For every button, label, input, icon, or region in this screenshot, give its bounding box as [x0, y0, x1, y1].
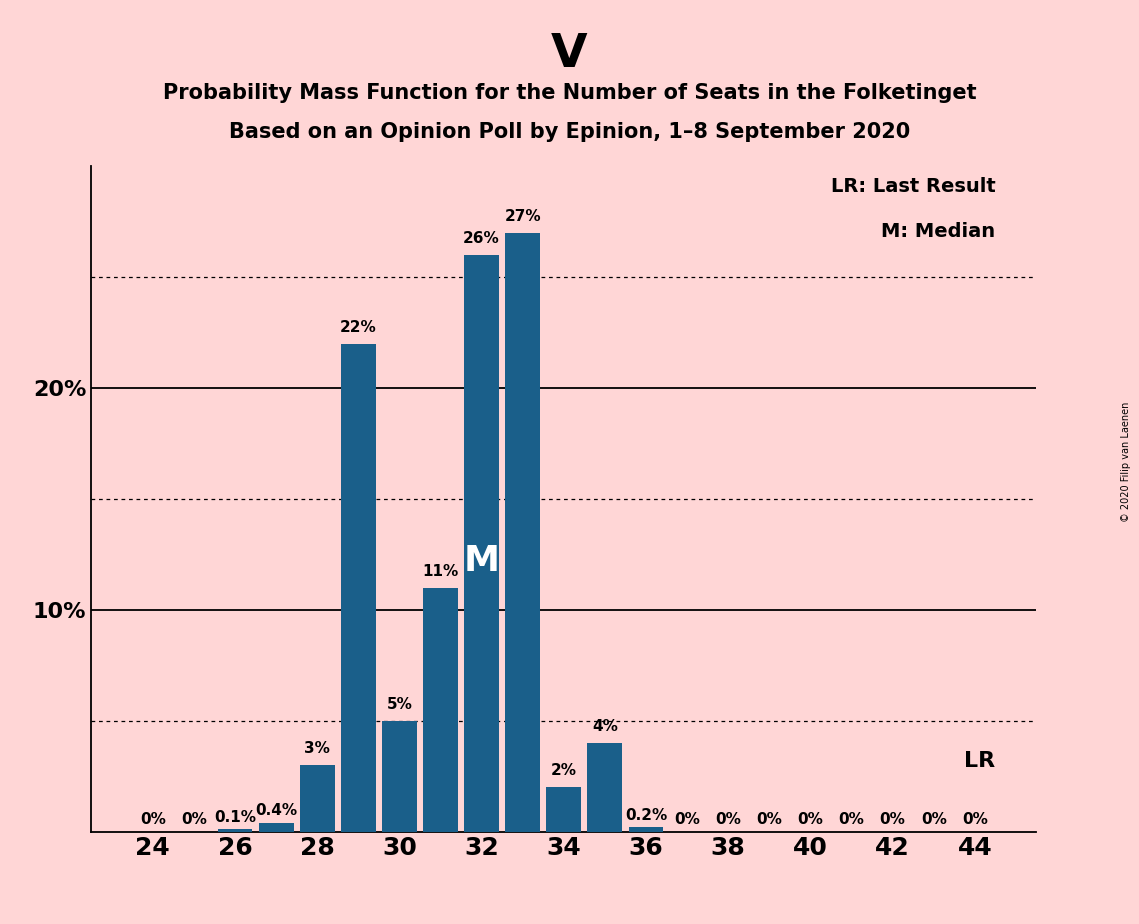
Text: Based on an Opinion Poll by Epinion, 1–8 September 2020: Based on an Opinion Poll by Epinion, 1–8…: [229, 122, 910, 142]
Bar: [588, 743, 622, 832]
Text: © 2020 Filip van Laenen: © 2020 Filip van Laenen: [1121, 402, 1131, 522]
Bar: [259, 822, 294, 832]
Text: 0%: 0%: [920, 812, 947, 827]
Text: 0%: 0%: [838, 812, 865, 827]
Bar: [423, 588, 458, 832]
Bar: [506, 233, 540, 832]
Text: Probability Mass Function for the Number of Seats in the Folketinget: Probability Mass Function for the Number…: [163, 83, 976, 103]
Bar: [629, 827, 664, 832]
Text: V: V: [551, 32, 588, 78]
Bar: [218, 830, 253, 832]
Bar: [547, 787, 581, 832]
Text: 2%: 2%: [551, 763, 576, 778]
Text: 0%: 0%: [797, 812, 823, 827]
Text: 4%: 4%: [592, 719, 617, 734]
Bar: [382, 721, 417, 832]
Text: 0.2%: 0.2%: [625, 808, 667, 822]
Text: 0%: 0%: [962, 812, 988, 827]
Text: 27%: 27%: [505, 209, 541, 224]
Text: 26%: 26%: [464, 231, 500, 246]
Bar: [464, 255, 499, 832]
Text: 3%: 3%: [304, 741, 330, 756]
Text: 5%: 5%: [386, 697, 412, 711]
Text: 0%: 0%: [879, 812, 906, 827]
Text: M: M: [464, 543, 500, 578]
Text: 0.4%: 0.4%: [255, 803, 297, 819]
Text: LR: LR: [965, 750, 995, 771]
Bar: [300, 765, 335, 832]
Text: LR: Last Result: LR: Last Result: [830, 177, 995, 197]
Text: M: Median: M: Median: [882, 222, 995, 241]
Text: 0%: 0%: [181, 812, 207, 827]
Text: 0%: 0%: [674, 812, 700, 827]
Text: 0%: 0%: [715, 812, 741, 827]
Text: 22%: 22%: [339, 320, 377, 334]
Bar: [341, 344, 376, 832]
Text: 0%: 0%: [140, 812, 165, 827]
Text: 0.1%: 0.1%: [214, 810, 256, 825]
Text: 11%: 11%: [423, 564, 459, 578]
Text: 0%: 0%: [756, 812, 782, 827]
